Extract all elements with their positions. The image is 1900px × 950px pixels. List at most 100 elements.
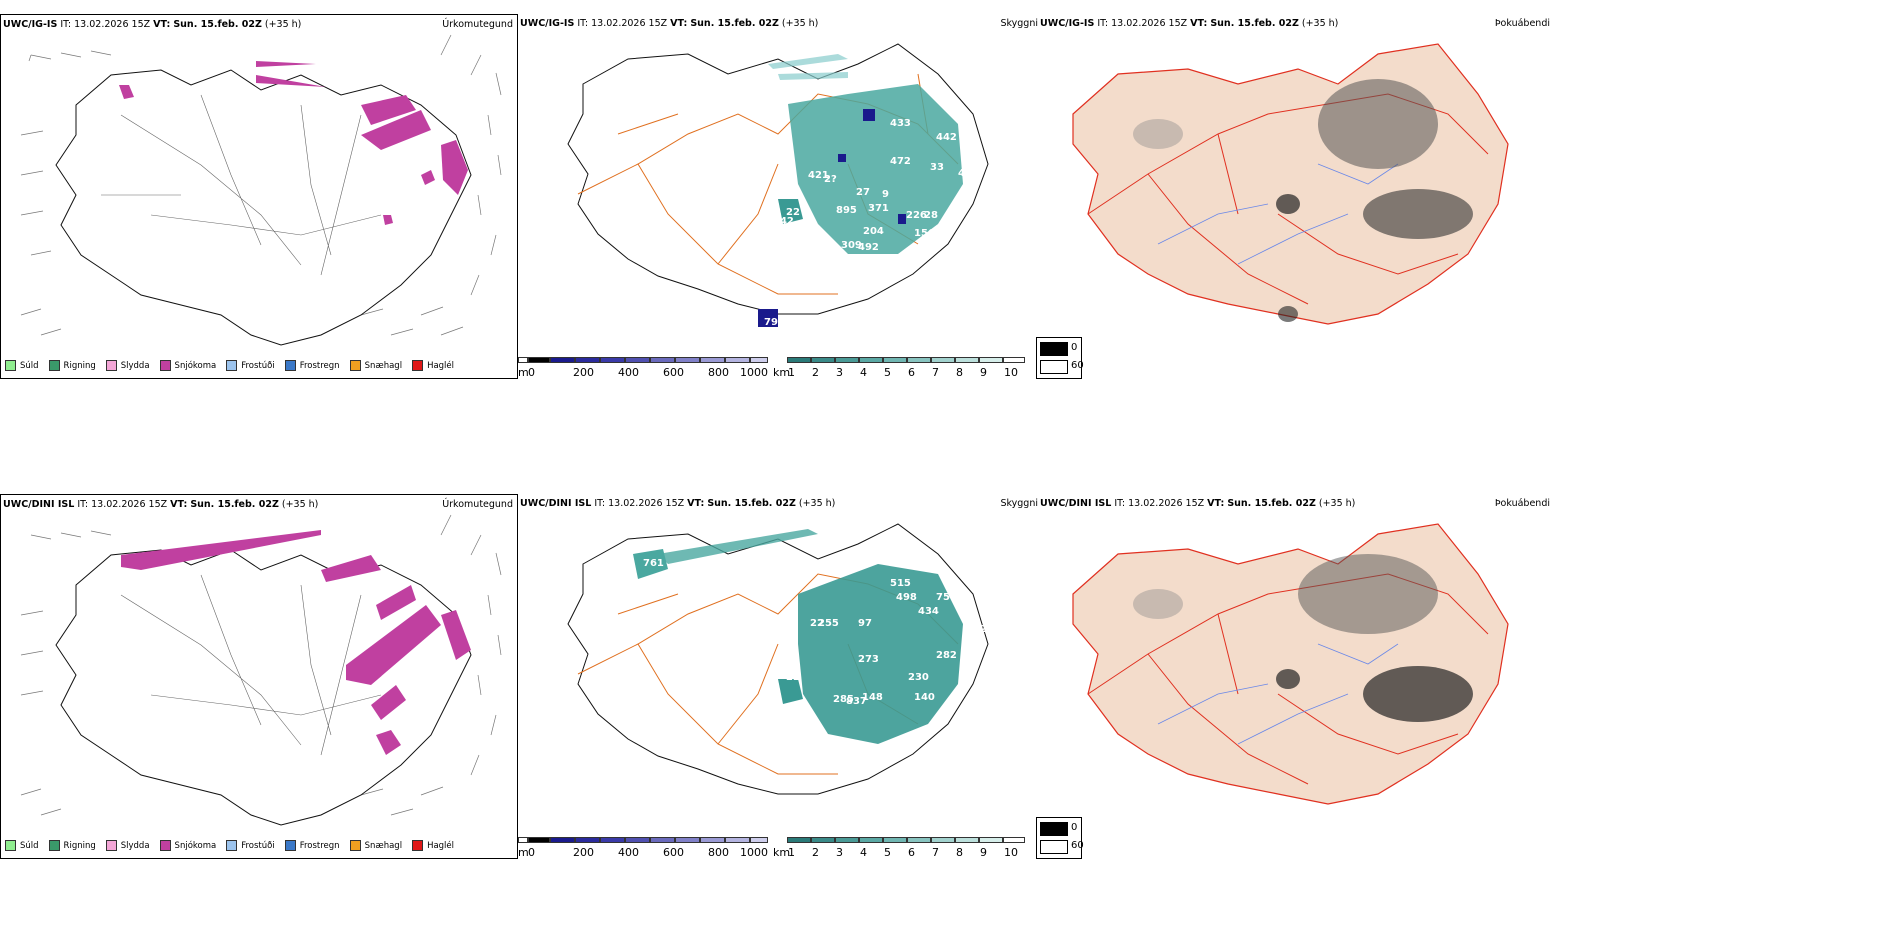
vis-label: 22 [786,672,800,683]
cbar-tick: 10 [1004,846,1018,859]
vt-label: VT: [170,499,188,510]
vis-label: 230 [908,672,929,683]
vis-label: 895 [836,205,857,216]
fog-blob [1276,194,1300,214]
vis-label: 282 [936,650,957,661]
lead-time: (+35 h) [1318,498,1356,509]
vis-spot [778,199,803,224]
fog-map [1072,43,1509,325]
cbar-tick: 400 [618,366,639,379]
iceland-land [1072,43,1509,325]
vis-area [788,84,963,254]
panel-header: UWC/DINI ISL IT: 13.02.2026 15Z VT: Sun.… [3,499,318,510]
fog-map [1072,523,1509,805]
it-label: IT: [1114,498,1126,509]
precip-title: Úrkomutegund [442,499,513,510]
vis-title: Skyggni [1000,18,1038,29]
fog-blob [1133,589,1183,619]
vt-label: VT: [1207,498,1225,509]
cbar-tick: 800 [708,846,729,859]
cbar-tick: 3 [836,846,843,859]
vis-spot [633,549,668,579]
cbar-tick: 9 [980,366,987,379]
vt-value: Sun. 15.feb. 02Z [1227,498,1316,509]
precip-legend: Súld Rigning Slydda Snjókoma Frostúði Fr… [5,840,454,851]
vis-label: 322 [966,624,987,635]
vis-label: 837 [846,696,867,707]
cbar-tick: 600 [663,846,684,859]
legend-item: Súld [5,360,39,371]
vis-label: 140 [914,692,935,703]
precip-legend: Súld Rigning Slydda Snjókoma Frostúði Fr… [5,360,454,371]
it-label: IT: [77,499,89,510]
model-name: UWC/DINI ISL [1040,498,1112,509]
vis-label: 442 [936,132,957,143]
lead-time: (+35 h) [781,18,819,29]
vis-streak [778,72,848,80]
cbar-tick: 1000 [740,366,768,379]
it-label: IT: [577,18,589,29]
precip-panel-row1: UWC/IG-IS IT: 13.02.2026 15Z VT: Sun. 15… [0,14,518,379]
fog-blob [1363,189,1473,239]
fog-legend-high: 0 [1071,342,1078,353]
snow-patch [361,110,431,150]
vis-label: 255 [818,618,839,629]
cbar-tick: 200 [573,846,594,859]
cbar-tick: 0 [528,366,535,379]
legend-item: Súld [5,840,39,851]
visibility-panel-row2: UWC/DINI ISL IT: 13.02.2026 15Z VT: Sun.… [518,494,1038,859]
it-label: IT: [60,19,72,30]
cbar-tick: 8 [956,366,963,379]
legend-item: Rigning [48,840,96,851]
legend-item: Haglél [412,360,454,371]
snow-patch [346,605,441,685]
vis-spot [778,679,803,704]
visibility-map: 433 442 472 456 33 421 2? 27 9 895 371 2… [567,43,989,328]
vt-value: Sun. 15.feb. 02Z [190,499,279,510]
it-value: 13.02.2026 15Z [1128,498,1205,509]
panel-header: UWC/IG-IS IT: 13.02.2026 15Z VT: Sun. 15… [520,18,818,29]
vis-label: 97 [858,618,872,629]
vis-label: 22 [786,207,800,218]
vt-value: Sun. 15.feb. 02Z [173,19,262,30]
cbar-tick: 2 [812,366,819,379]
snow-patch [441,610,471,660]
model-name: UWC/DINI ISL [520,498,592,509]
vis-label: 9 [882,189,889,200]
vis-label: 2? [824,174,837,185]
snow-areas [119,61,468,225]
legend-item: Frostregn [284,840,340,851]
legend-item: Frostúði [226,840,275,851]
roads [1087,573,1489,785]
cbar-tick: 1000 [740,846,768,859]
fog-blob [1298,554,1438,634]
visibility-panel-row1: UWC/IG-IS IT: 13.02.2026 15Z VT: Sun. 15… [518,14,1038,379]
fog-blob [1278,306,1298,322]
snow-patch [256,61,316,67]
snow-areas [121,530,471,755]
snow-patch [383,215,393,225]
cloud-spot [863,109,875,121]
fog-legend: 0 60 [1036,337,1084,379]
model-name: UWC/IG-IS [520,18,575,29]
vt-label: VT: [1190,18,1208,29]
lead-time: (+35 h) [281,499,319,510]
vt-value: Sun. 15.feb. 02Z [707,498,796,509]
vis-streak [658,529,818,564]
vis-label: 33 [930,162,944,173]
snow-patch [321,555,381,582]
cbar-tick: 5 [884,846,891,859]
vis-label: 204 [863,226,884,237]
vis-labels: 761 515 498 750 434 322 22 255 97 273 28… [643,558,987,707]
vis-label: 22 [810,618,824,629]
fog-legend-high: 0 [1071,822,1078,833]
fog-legend-low: 60 [1071,840,1084,851]
iceland-outline [55,549,472,826]
legend-item: Frostúði [226,360,275,371]
vis-label: 421 [808,170,829,181]
fog-panel-row2: UWC/DINI ISL IT: 13.02.2026 15Z VT: Sun.… [1036,494,1550,859]
snow-patch [371,685,406,720]
it-label: IT: [594,498,606,509]
precip-panel-row2: UWC/DINI ISL IT: 13.02.2026 15Z VT: Sun.… [0,494,518,859]
cbar-tick: 3 [836,366,843,379]
